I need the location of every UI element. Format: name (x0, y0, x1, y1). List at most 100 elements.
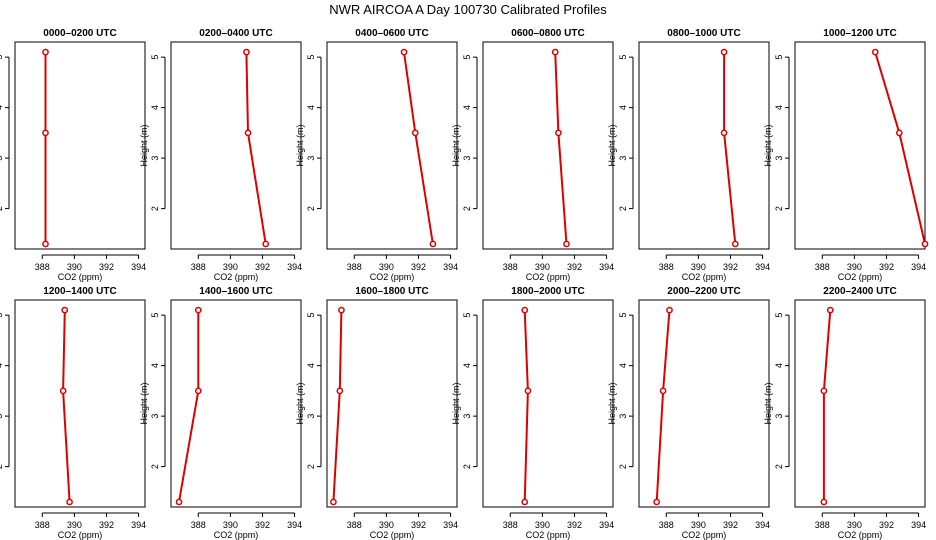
x-tick-label: 392 (567, 520, 582, 530)
y-tick-label: 4 (618, 105, 628, 110)
y-tick-label: 4 (0, 105, 4, 110)
x-axis-label: CO2 (ppm) (526, 272, 571, 282)
x-axis-label: CO2 (ppm) (214, 272, 259, 282)
profile-line (554, 52, 568, 245)
y-axis-label: Height (m) (295, 382, 305, 424)
data-point (720, 129, 728, 137)
x-tick-label: 394 (131, 520, 146, 530)
data-point (336, 387, 344, 395)
y-axis-label: Height (m) (607, 124, 617, 166)
y-tick-label: 5 (0, 313, 4, 318)
x-tick-label: 394 (443, 520, 458, 530)
x-tick-label: 388 (815, 520, 830, 530)
x-tick-label: 394 (287, 520, 302, 530)
data-point (659, 387, 667, 395)
plot-frame (14, 299, 146, 508)
y-tick-label: 5 (618, 55, 628, 60)
x-tick-label: 392 (255, 520, 270, 530)
data-point (243, 48, 250, 56)
panel-5: 0800–1000 UTC 388 390 392 394 CO2 (ppm) 2 3 4 5 He… (607, 28, 770, 282)
x-tick-label: 390 (691, 262, 706, 272)
data-point (720, 48, 728, 56)
plot-frame (170, 299, 302, 508)
y-tick-label: 4 (462, 105, 472, 110)
y-tick-label: 2 (774, 206, 784, 211)
x-tick-label: 390 (535, 520, 550, 530)
x-axis-label: CO2 (ppm) (838, 272, 883, 282)
x-axis-label: CO2 (ppm) (838, 530, 883, 540)
x-axis-label: CO2 (ppm) (370, 272, 415, 282)
x-tick-label: 388 (35, 520, 50, 530)
y-tick-label: 5 (0, 55, 4, 60)
x-axis-label: CO2 (ppm) (214, 530, 259, 540)
x-tick-label: 390 (67, 262, 82, 272)
data-point (338, 306, 345, 314)
y-tick-label: 5 (306, 55, 316, 60)
x-tick-label: 388 (347, 262, 362, 272)
x-tick-label: 394 (755, 520, 770, 530)
data-point (521, 306, 529, 314)
panel-8: 1400–1600 UTC 388 390 392 394 CO2 (ppm) 2 3 4 5 He… (139, 286, 302, 540)
panel-9: 1600–1800 UTC 388 390 392 394 CO2 (ppm) 2 3 4 5 He… (295, 286, 458, 540)
x-tick-label: 394 (911, 262, 926, 272)
profile-line (655, 310, 671, 503)
y-tick-label: 4 (618, 363, 628, 368)
y-tick-label: 2 (0, 464, 4, 469)
y-tick-label: 3 (618, 414, 628, 419)
x-tick-label: 390 (67, 520, 82, 530)
y-tick-label: 3 (618, 156, 628, 161)
plot-frame (14, 41, 146, 250)
plot-frame (482, 41, 614, 250)
y-tick-label: 3 (0, 414, 4, 419)
y-tick-label: 3 (462, 156, 472, 161)
x-tick-label: 388 (503, 520, 518, 530)
x-axis-label: CO2 (ppm) (682, 272, 727, 282)
data-point (826, 306, 834, 314)
x-axis-label: CO2 (ppm) (58, 530, 103, 540)
data-point (330, 498, 337, 506)
panel-4: 0600–0800 UTC 388 390 392 394 CO2 (ppm) 2 3 4 5 He… (451, 28, 614, 282)
data-point (244, 129, 252, 137)
x-tick-label: 388 (347, 520, 362, 530)
data-point (666, 306, 673, 314)
profile-line (822, 310, 832, 502)
x-tick-label: 392 (723, 520, 738, 530)
panel-title: 0000–0200 UTC (43, 28, 116, 39)
profile-line (723, 52, 737, 245)
y-tick-label: 3 (0, 156, 4, 161)
x-tick-label: 392 (567, 262, 582, 272)
x-tick-label: 390 (847, 262, 862, 272)
y-tick-label: 5 (462, 313, 472, 318)
data-point (921, 240, 929, 248)
panel-title: 1800–2000 UTC (511, 286, 584, 297)
y-tick-label: 2 (774, 464, 784, 469)
y-tick-label: 3 (150, 156, 160, 161)
y-tick-label: 4 (462, 363, 472, 368)
plot-frame (170, 41, 302, 250)
y-tick-label: 5 (150, 313, 160, 318)
y-axis-label: Height (m) (451, 124, 461, 166)
x-tick-label: 394 (599, 520, 614, 530)
panel-title: 0600–0800 UTC (511, 28, 584, 39)
data-point (555, 129, 562, 137)
panel-title: 1200–1400 UTC (43, 286, 116, 297)
y-axis-label: Height (m) (139, 382, 149, 424)
x-tick-label: 388 (659, 520, 674, 530)
plot-frame (794, 41, 926, 250)
panel-12: 2200–2400 UTC 388 390 392 394 CO2 (ppm) 2 3 4 5 He… (763, 286, 926, 540)
data-point (521, 498, 529, 506)
profile-line (178, 310, 200, 503)
x-tick-label: 392 (99, 520, 114, 530)
data-point (731, 240, 739, 248)
profile-line (403, 51, 434, 245)
plot-frame (794, 299, 926, 508)
y-tick-label: 5 (618, 313, 628, 318)
page-title: NWR AIRCOA A Day 100730 Calibrated Profi… (329, 2, 607, 17)
profile-line (62, 310, 71, 503)
data-point (411, 129, 419, 137)
panel-title: 1600–1800 UTC (355, 286, 428, 297)
y-tick-label: 2 (306, 464, 316, 469)
x-tick-label: 392 (411, 262, 426, 272)
y-tick-label: 4 (306, 363, 316, 368)
y-tick-label: 3 (774, 414, 784, 419)
